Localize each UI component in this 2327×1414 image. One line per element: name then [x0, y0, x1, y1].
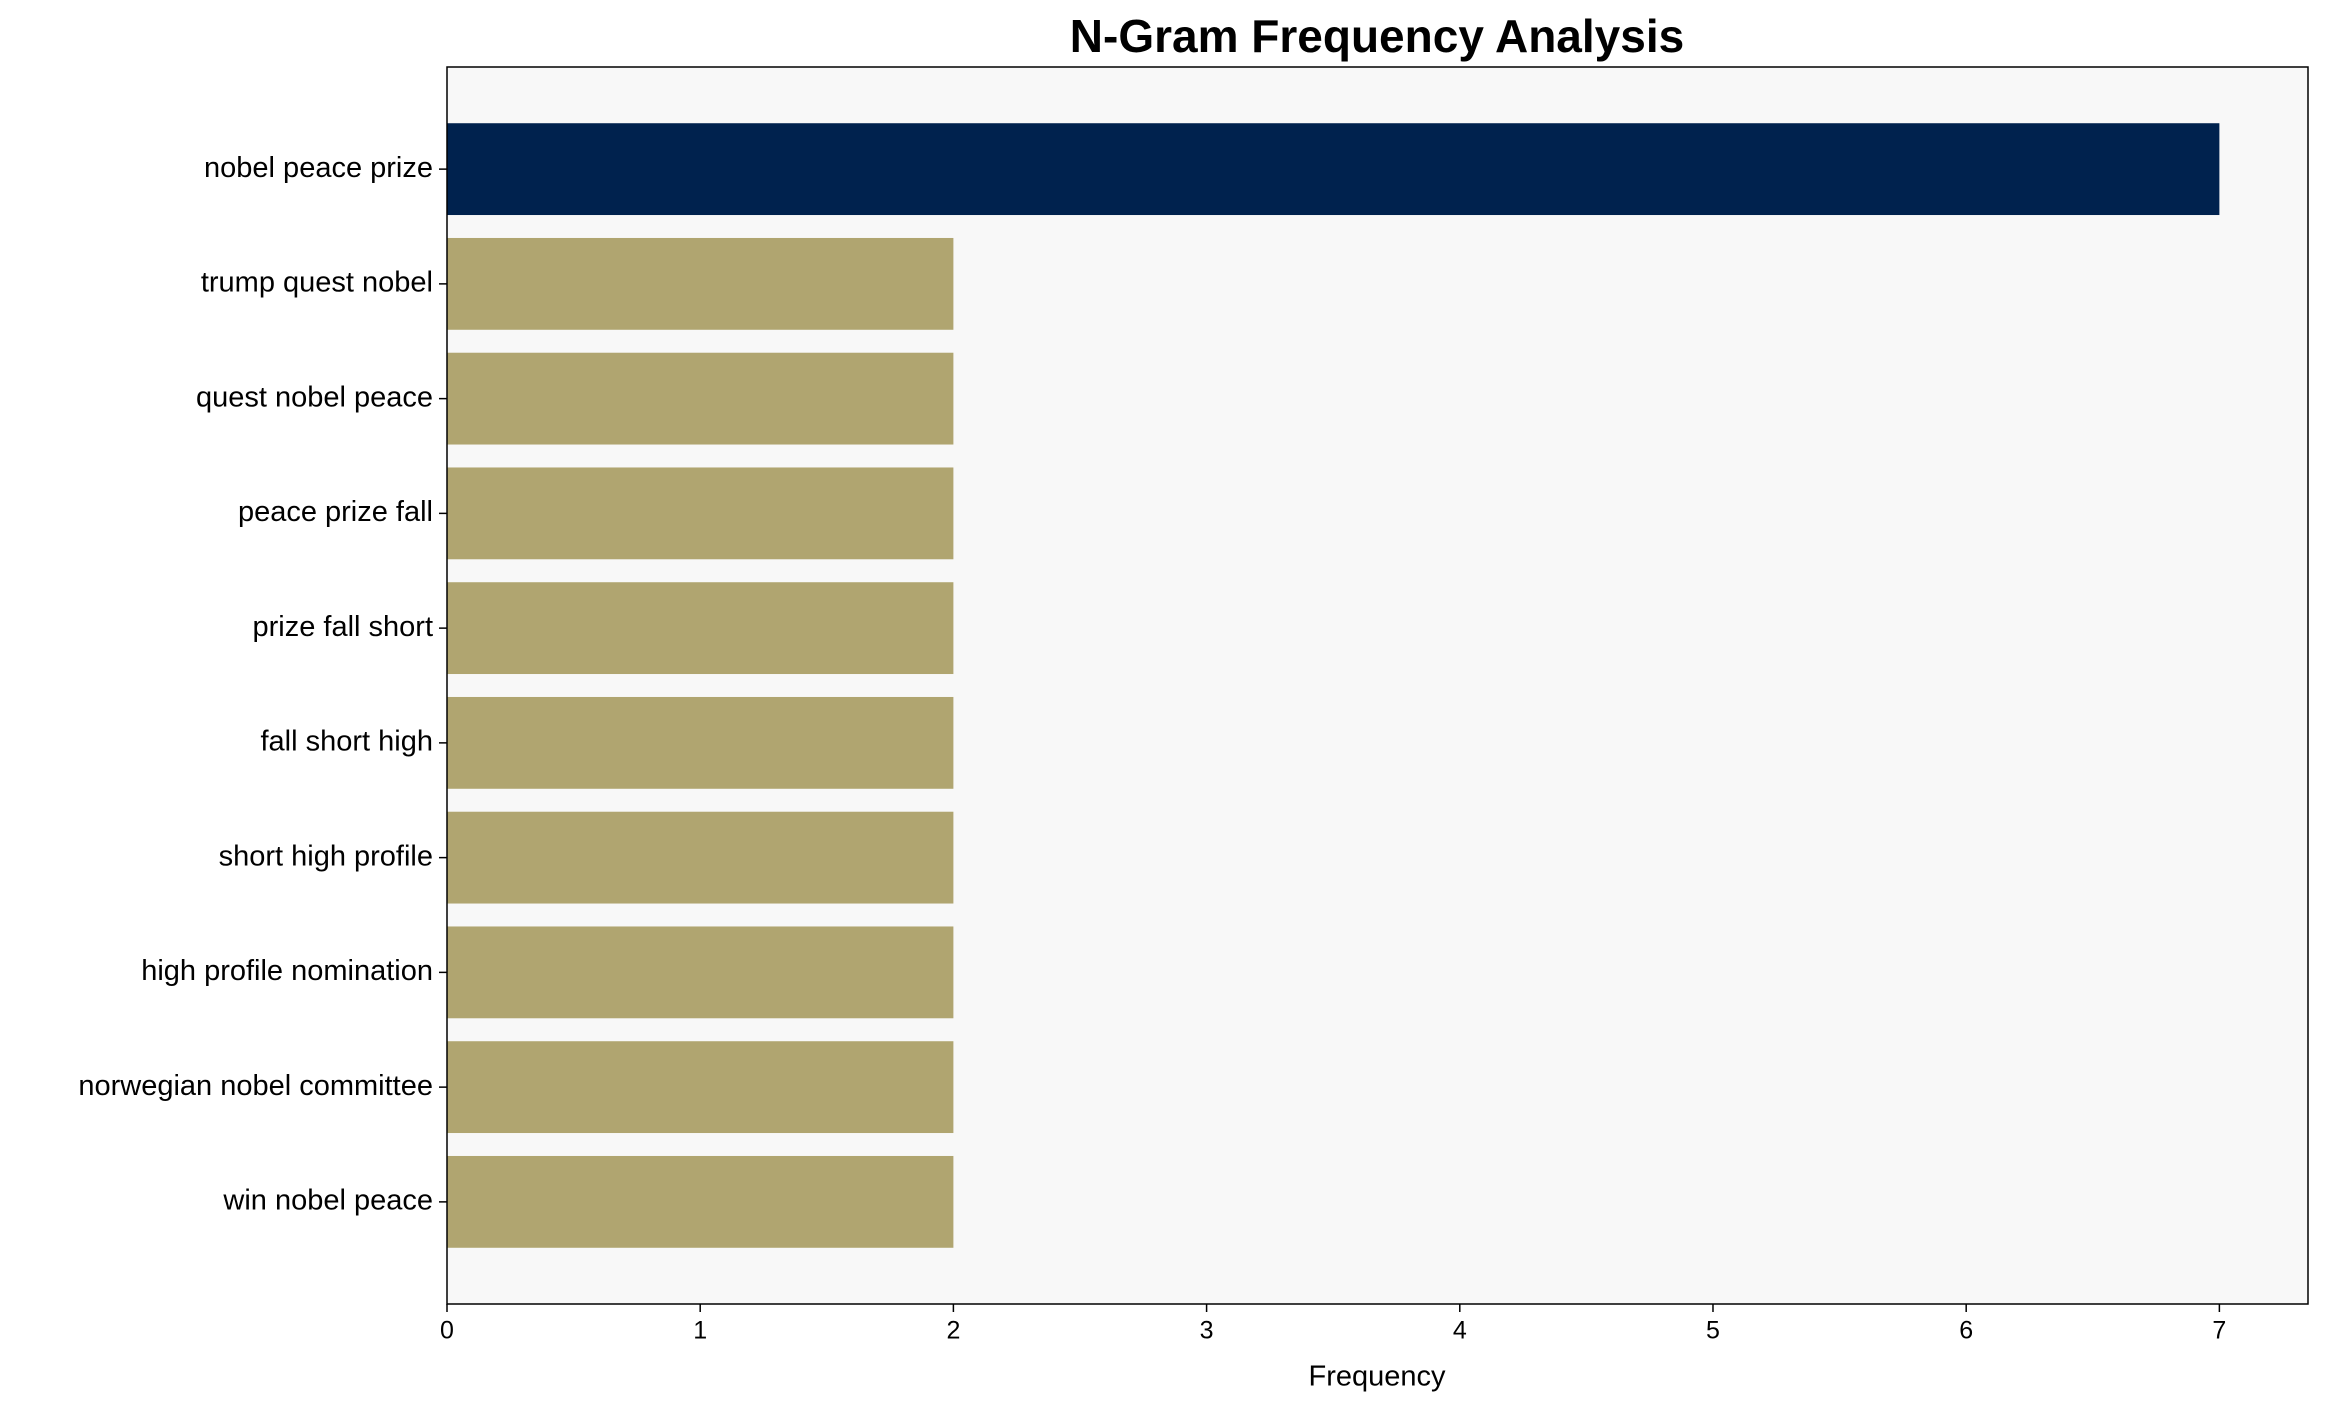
y-tick-label: trump quest nobel	[201, 267, 433, 299]
y-tick-label: norwegian nobel committee	[78, 1070, 433, 1102]
bar	[447, 1155, 954, 1248]
x-tick-label: 1	[693, 1317, 707, 1345]
y-tick-label: short high profile	[219, 840, 433, 872]
bar	[447, 1041, 954, 1134]
bar	[447, 123, 2220, 216]
bar	[447, 926, 954, 1019]
y-tick-label: prize fall short	[252, 611, 433, 643]
y-tick-label: high profile nomination	[141, 955, 433, 987]
bar	[447, 582, 954, 675]
bar	[447, 237, 954, 330]
y-tick-label: win nobel peace	[222, 1185, 433, 1217]
x-tick-label: 6	[1959, 1317, 1973, 1345]
y-tick-label: fall short high	[261, 726, 434, 758]
x-tick-label: 4	[1453, 1317, 1467, 1345]
y-tick-label: nobel peace prize	[204, 152, 433, 184]
x-axis-label: Frequency	[1308, 1361, 1446, 1393]
x-tick-label: 0	[440, 1317, 454, 1345]
y-tick-label: quest nobel peace	[196, 381, 433, 413]
chart-title: N-Gram Frequency Analysis	[1070, 10, 1684, 62]
x-tick-label: 7	[2212, 1317, 2226, 1345]
x-tick-label: 5	[1706, 1317, 1720, 1345]
bar	[447, 467, 954, 560]
x-tick-label: 3	[1200, 1317, 1214, 1345]
plot-frame	[446, 66, 2309, 1305]
bar	[447, 811, 954, 904]
x-tick-label: 2	[946, 1317, 960, 1345]
bar	[447, 352, 954, 445]
bar	[447, 696, 954, 789]
y-tick-label: peace prize fall	[238, 496, 433, 528]
